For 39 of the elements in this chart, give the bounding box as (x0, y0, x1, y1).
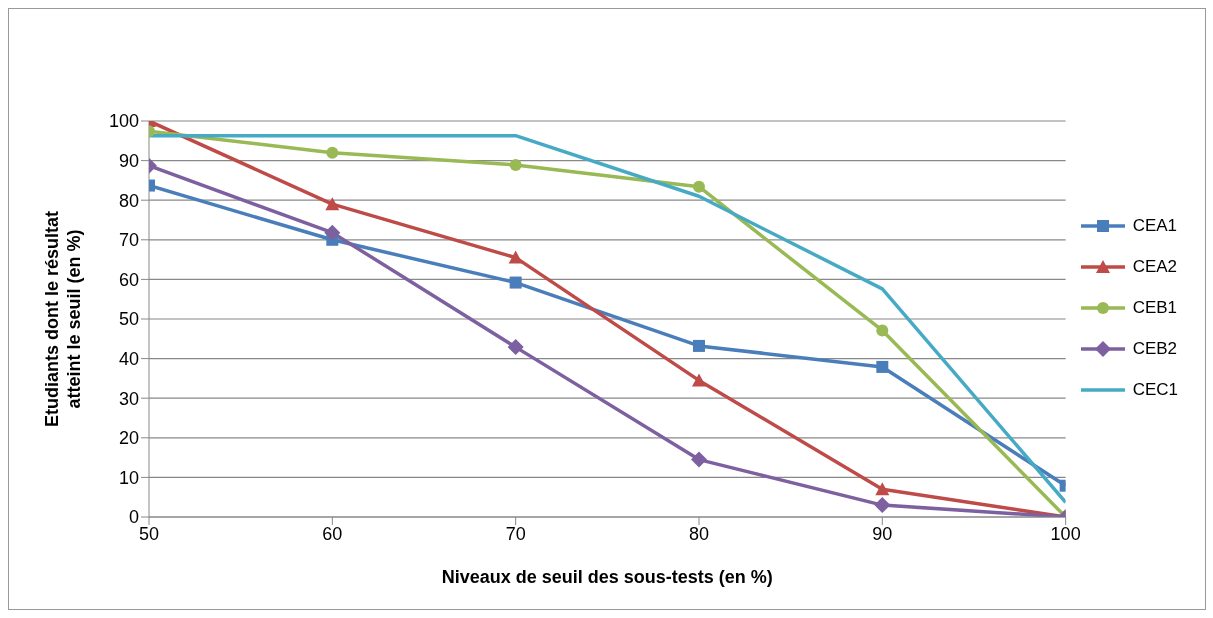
legend-label: CEC1 (1132, 380, 1178, 400)
legend-label: CEB1 (1132, 298, 1178, 318)
legend-label: CEB2 (1132, 339, 1178, 359)
point (509, 276, 522, 289)
point (691, 373, 706, 387)
y-tick-label: 20 (118, 428, 139, 449)
x-tick-label: 90 (872, 523, 893, 544)
point (876, 360, 889, 373)
x-axis-title: Niveaux de seuil des sous-tests (en %) (441, 567, 773, 587)
y-tick-label: 50 (118, 309, 139, 330)
y-tick-label: 0 (128, 507, 139, 528)
point (876, 324, 889, 337)
point (692, 339, 705, 352)
point (875, 482, 890, 496)
point (692, 180, 705, 193)
point (326, 146, 339, 159)
x-tick-label: 100 (1050, 523, 1081, 544)
y-axis-title: Etudiants dont le résultat atteint le seuil (en %) (42, 210, 84, 428)
legend-label: CEA2 (1132, 257, 1178, 277)
point (325, 197, 340, 211)
point (690, 451, 707, 468)
y-tick-label: 60 (118, 269, 139, 290)
y-tick-label: 70 (118, 230, 139, 251)
y-tick-label: 40 (118, 348, 139, 369)
x-tick-label: 80 (688, 523, 709, 544)
point (508, 250, 523, 264)
x-tick-label: 50 (138, 523, 160, 544)
point (507, 339, 524, 356)
point (324, 224, 341, 241)
y-tick-label: 100 (108, 111, 139, 132)
y-tick-label: 80 (118, 190, 139, 211)
legend-label: CEA1 (1132, 216, 1178, 236)
y-tick-label: 90 (118, 150, 139, 171)
y-tick-label: 30 (118, 388, 139, 409)
x-tick-label: 70 (505, 523, 526, 544)
point (509, 158, 522, 171)
point (874, 497, 891, 514)
x-tick-label: 60 (322, 523, 343, 544)
y-tick-label: 10 (118, 467, 139, 488)
